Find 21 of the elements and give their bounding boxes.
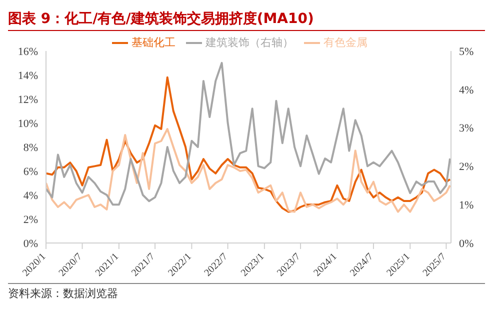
y-tick-label: 4% — [23, 190, 38, 202]
legend-label: 建筑装饰（右轴） — [206, 36, 294, 50]
legend-label: 基础化工 — [132, 36, 176, 50]
y-tick-label: 10% — [18, 118, 38, 130]
y-tick-label: 2% — [23, 214, 38, 226]
line-series — [46, 128, 451, 213]
text: 资料来源：数据浏览器 — [8, 283, 485, 301]
chart-title: 图表 9：化工/有色/建筑装饰交易拥挤度(MA10) — [8, 8, 485, 31]
y2-tick-label: 3% — [459, 122, 474, 135]
y-tick-label: 14% — [18, 70, 38, 82]
y2-tick-label: 4% — [459, 84, 474, 96]
y-tick-label: 8% — [23, 142, 38, 154]
legend-label: 有色金属 — [324, 36, 368, 50]
y-tick-label: 12% — [18, 94, 38, 106]
y-tick-label: 0% — [23, 238, 38, 250]
y2-tick-label: 1% — [459, 200, 474, 212]
y2-tick-label: 2% — [459, 161, 474, 174]
y-tick-label: 6% — [23, 166, 38, 178]
y2-tick-label: 5% — [459, 46, 474, 58]
y2-tick-label: 0% — [459, 238, 474, 250]
y-tick-label: 16% — [18, 46, 38, 58]
